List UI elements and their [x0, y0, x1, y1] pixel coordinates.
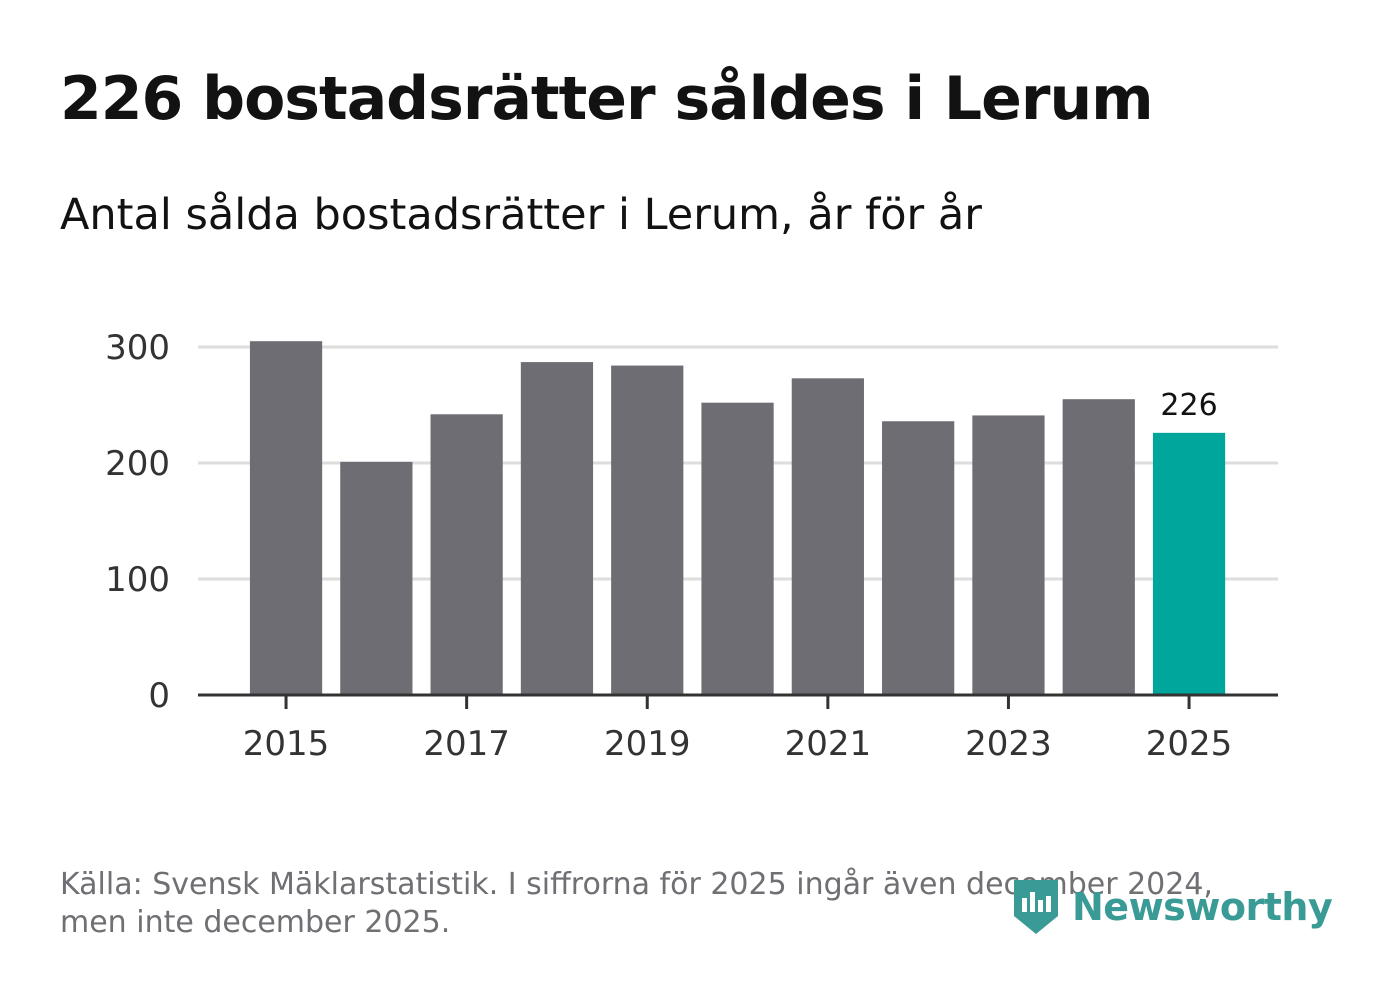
x-tick-label: 2019 — [604, 724, 691, 764]
y-tick-label: 100 — [105, 560, 170, 600]
bar-2020 — [701, 402, 774, 695]
bars — [249, 341, 1226, 695]
bar-2019 — [611, 365, 684, 695]
chart-title: 226 bostadsrätter såldes i Lerum — [60, 64, 1154, 134]
bar-2024 — [1062, 399, 1135, 695]
data-labels: 226 — [1160, 388, 1217, 423]
data-label: 226 — [1160, 388, 1217, 423]
x-axis — [198, 693, 1278, 709]
x-axis-labels: 2015 2017 2019 2021 2023 2025 — [243, 724, 1233, 764]
y-axis-labels: 0 100 200 300 — [105, 328, 170, 716]
bar-2022 — [882, 421, 955, 695]
y-tick-label: 200 — [105, 444, 170, 484]
newsworthy-logo-icon — [1014, 880, 1058, 934]
x-tick-label: 2015 — [243, 724, 330, 764]
x-tick-label: 2023 — [965, 724, 1052, 764]
bar-2021 — [791, 378, 864, 695]
y-tick-label: 0 — [148, 676, 170, 716]
newsworthy-logo-text: Newsworthy — [1072, 885, 1333, 929]
x-tick-label: 2017 — [423, 724, 510, 764]
bar-2017 — [430, 414, 503, 695]
newsworthy-logo: Newsworthy — [1010, 876, 1333, 938]
bar-2015 — [249, 341, 323, 695]
y-tick-label: 300 — [105, 328, 170, 368]
bar-2023 — [972, 415, 1045, 695]
x-tick-label: 2021 — [785, 724, 872, 764]
bar-2018 — [520, 362, 594, 695]
bar-2016 — [340, 461, 413, 695]
bar-2025 — [1152, 432, 1226, 695]
x-tick-label: 2025 — [1146, 724, 1233, 764]
chart-subtitle: Antal sålda bostadsrätter i Lerum, år fö… — [60, 190, 982, 240]
